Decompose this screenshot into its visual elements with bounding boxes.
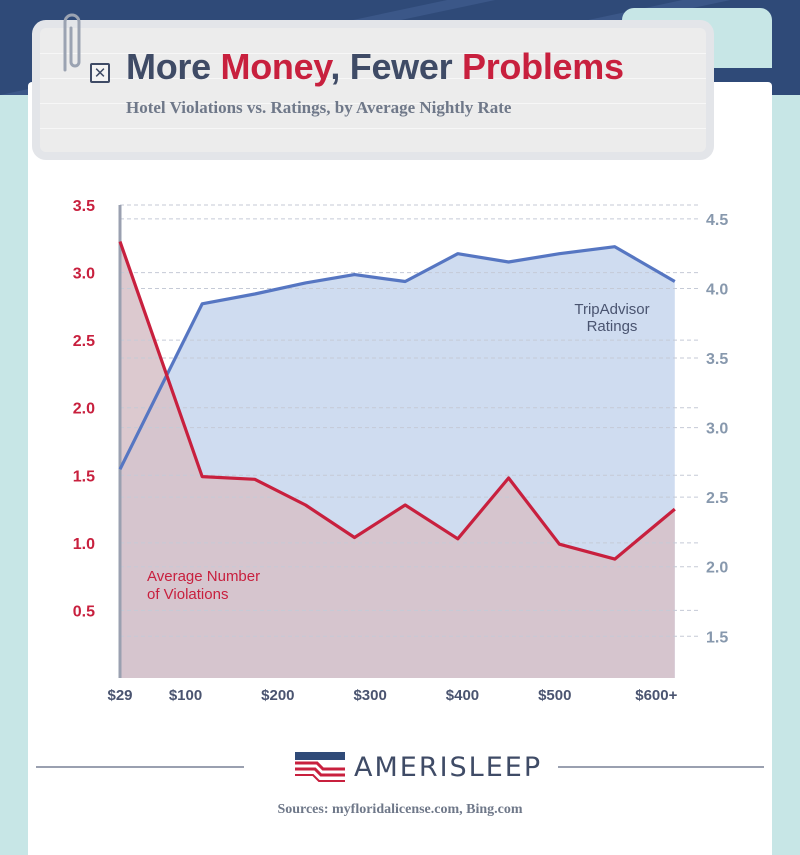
card-rule [40,128,706,129]
left-axis-tick-label: 1.0 [73,536,95,553]
violations-label-line: of Violations [147,586,228,603]
chart-title: More Money, Fewer Problems [126,46,624,88]
left-axis-tick-label: 2.5 [73,333,95,350]
ratings-line [118,245,676,471]
right-axis-tick-label: 2.0 [706,560,728,577]
ratings-label-line: Ratings [587,318,638,335]
violations-series-label: Average Number of Violations [147,568,260,603]
violations-area [120,241,675,678]
left-axis-tick-label: 3.0 [73,266,95,283]
x-axis-tick-label: $29 [107,687,132,704]
brand-name: AMERISLEEP [354,752,543,783]
left-axis-tick-label: 3.5 [73,198,95,215]
card-rule [40,53,706,54]
right-axis-tick-label: 4.5 [706,212,728,229]
chart-subtitle: Hotel Violations vs. Ratings, by Average… [126,98,512,117]
card-rule [40,78,706,79]
checkbox-x-icon: ✕ [90,63,110,83]
x-axis-tick-label: $100 [169,687,202,704]
x-axis-tick-label: $400 [446,687,479,704]
title-part: Fewer [349,46,463,87]
title-card [40,28,706,152]
title-part: More [126,46,221,87]
paperclip-icon [63,13,81,72]
right-axis-tick-label: 2.5 [706,490,728,507]
right-axis-tick-label: 1.5 [706,629,728,646]
card-rule [40,103,706,104]
left-axis-tick-label: 2.0 [73,401,95,418]
violations-line [118,240,676,561]
x-axis-tick-label: $200 [261,687,294,704]
left-axis-tick-label: 1.5 [73,468,95,485]
ratings-label-line: TripAdvisor [574,301,649,318]
x-axis-tick-label: $300 [353,687,386,704]
right-axis-tick-label: 3.5 [706,351,728,368]
brand-rule-left [36,766,244,768]
ratings-series-label: TripAdvisor Ratings [574,301,649,335]
sources-text: Sources: myfloridalicense.com, Bing.com [277,802,523,817]
x-axis-tick-label: $600+ [635,687,677,704]
right-axis-tick-label: 3.0 [706,421,728,438]
title-highlight-money: Money [220,46,331,87]
title-part: , [330,46,350,87]
brand-rule-right [558,766,764,768]
left-axis-tick-label: 0.5 [73,603,95,620]
right-axis-tick-label: 4.0 [706,281,728,298]
title-highlight-problems: Problems [462,46,624,87]
x-axis-tick-label: $500 [538,687,571,704]
violations-label-line: Average Number [147,568,260,585]
amerisleep-logo-icon [295,752,345,782]
